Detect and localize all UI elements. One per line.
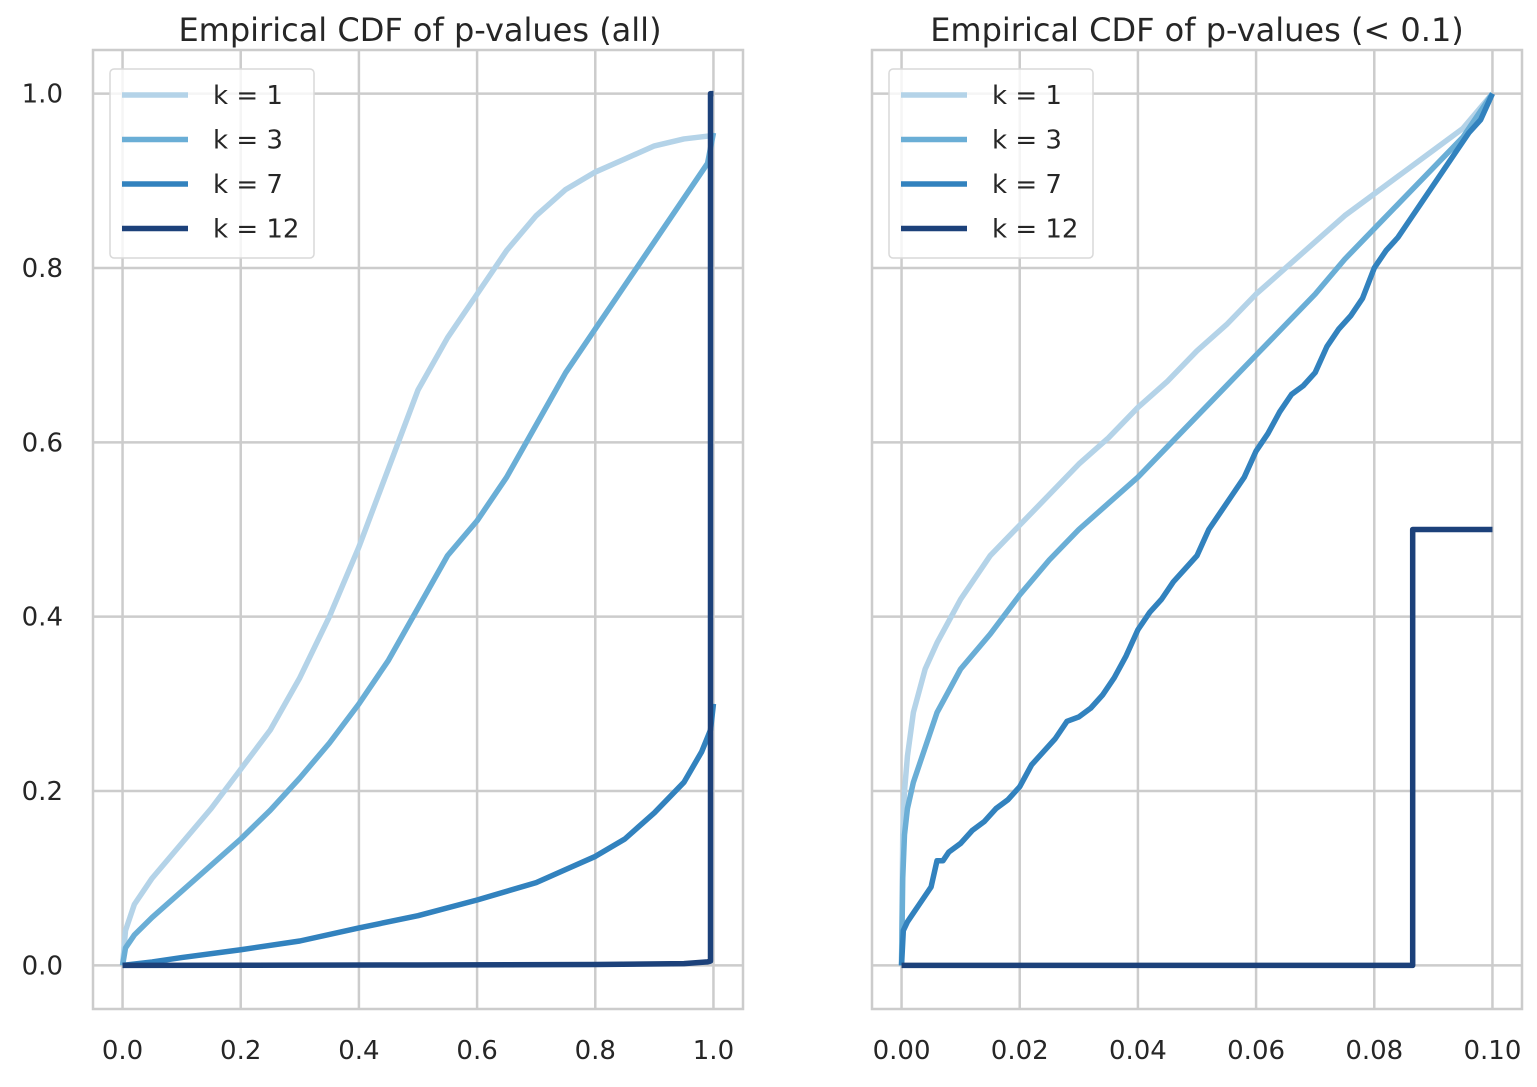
legend-label: k = 3 — [992, 126, 1062, 156]
right-legend: k = 1 k = 3 k = 7 k = 12 — [888, 68, 1094, 259]
y-tick-label: 1.0 — [22, 80, 63, 110]
right-spines — [870, 48, 1524, 1011]
series-line-k3 — [119, 132, 717, 966]
left-chart-title: Empirical CDF of p-values (all) — [178, 11, 661, 49]
y-tick-label: 0.0 — [22, 951, 63, 981]
series-line-k7 — [122, 703, 717, 969]
series-line-k7 — [898, 92, 1495, 966]
series-line-k1 — [898, 91, 1495, 966]
legend-label: k = 1 — [213, 81, 283, 111]
axes-frame — [870, 48, 1524, 1011]
x-tick-label: 1.0 — [693, 1036, 734, 1066]
y-tick-label: 0.6 — [22, 428, 63, 458]
y-tick-label: 0.8 — [22, 254, 63, 284]
x-tick-label: 0.08 — [1345, 1036, 1403, 1066]
left-legend: k = 1 k = 3 k = 7 k = 12 — [109, 68, 315, 259]
series-line-k12 — [901, 526, 1493, 969]
series-line-k1 — [119, 132, 714, 966]
right-series-group — [898, 91, 1495, 969]
x-tick-label: 0.06 — [1227, 1036, 1285, 1066]
x-tick-label: 0.00 — [873, 1036, 931, 1066]
axes-frame — [91, 48, 745, 1011]
series-line-k12 — [122, 90, 714, 969]
legend-label: k = 1 — [992, 81, 1062, 111]
right-chart-title: Empirical CDF of p-values (< 0.1) — [930, 11, 1464, 49]
legend-label: k = 12 — [992, 215, 1078, 245]
left-spines — [91, 48, 745, 1011]
right-plot-panel: Empirical CDF of p-values (< 0.1) 0.00 0.… — [870, 11, 1524, 1066]
x-tick-label: 0.04 — [1109, 1036, 1167, 1066]
legend-label: k = 12 — [213, 215, 299, 245]
y-tick-label: 0.2 — [22, 777, 63, 807]
legend-frame — [888, 68, 1094, 259]
x-tick-label: 0.6 — [456, 1036, 497, 1066]
series-line-k3 — [898, 92, 1495, 966]
legend-label: k = 7 — [213, 170, 283, 200]
x-tick-label: 0.0 — [102, 1036, 143, 1066]
legend-label: k = 7 — [992, 170, 1062, 200]
x-tick-label: 0.10 — [1464, 1036, 1522, 1066]
left-plot-panel: Empirical CDF of p-values (all) 0.0 0.2 0.… — [22, 11, 745, 1066]
x-tick-label: 0.8 — [575, 1036, 616, 1066]
x-tick-label: 0.4 — [338, 1036, 379, 1066]
y-tick-label: 0.4 — [22, 603, 63, 633]
right-tick-labels: 0.00 0.02 0.04 0.06 0.08 0.10 — [873, 1036, 1522, 1066]
left-series-group — [119, 90, 717, 969]
legend-frame — [109, 68, 315, 259]
x-tick-label: 0.02 — [991, 1036, 1049, 1066]
legend-label: k = 3 — [213, 126, 283, 156]
left-tick-labels: 0.0 0.2 0.4 0.6 0.8 1.0 0.0 0.2 0.4 0.6 0.8 1.0 — [22, 80, 734, 1066]
x-tick-label: 0.2 — [220, 1036, 261, 1066]
